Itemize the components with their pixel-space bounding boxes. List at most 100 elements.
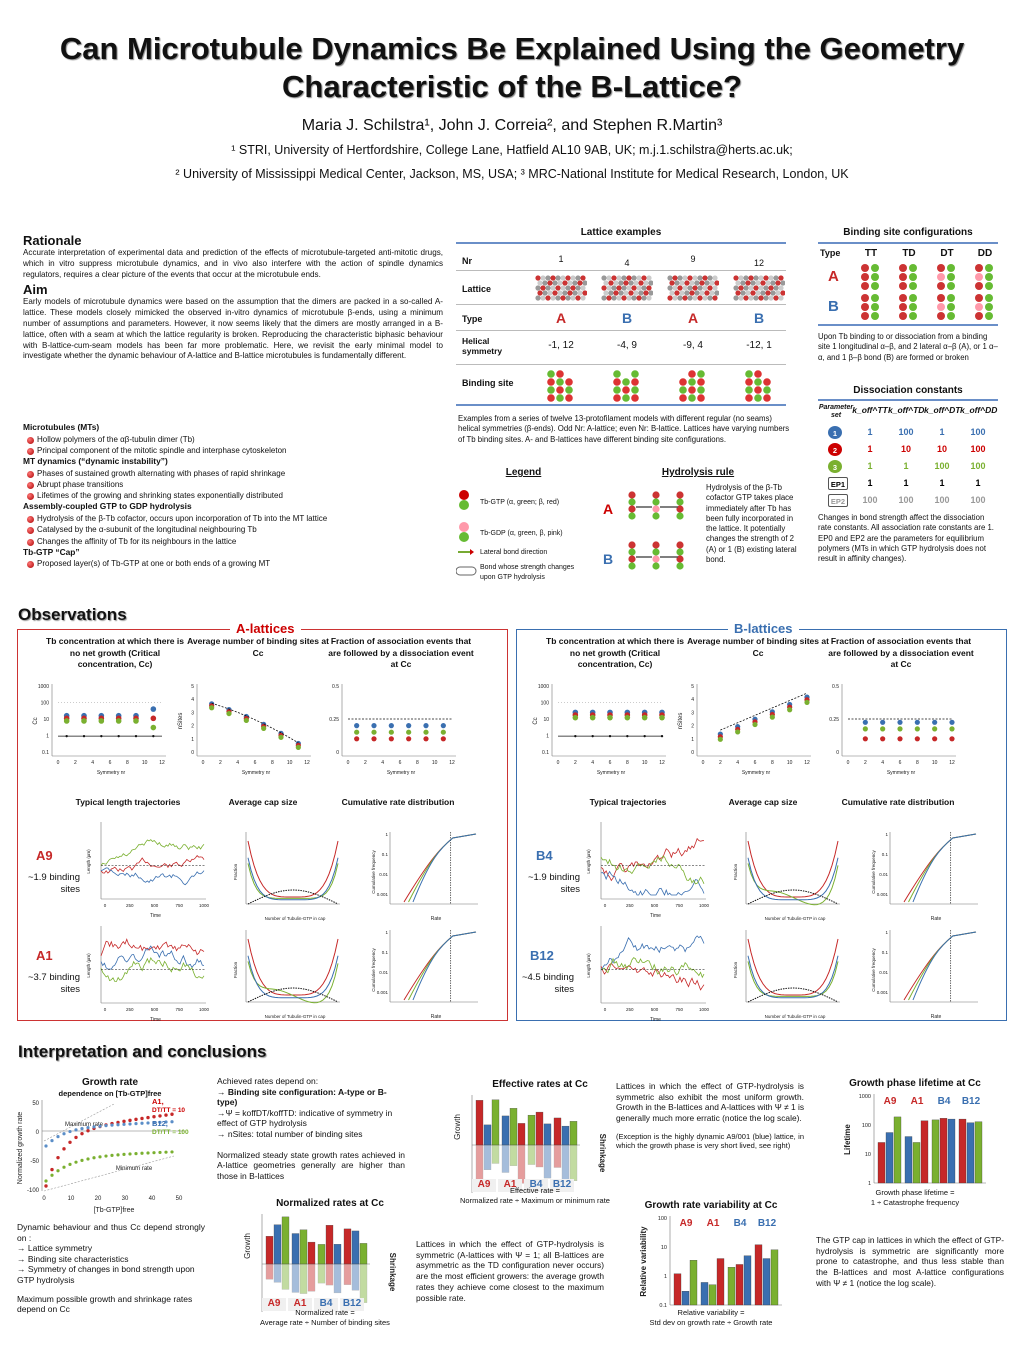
koff-value: 1: [867, 427, 873, 437]
y-axis-label: Normalized growth rate: [17, 1112, 24, 1184]
conclusion-text-2-para: Maximum possible growth and shrinkage ra…: [17, 1293, 193, 1315]
bar-mark: [966, 1122, 975, 1184]
conclusion-item: → Symmetry of changes in bond strength u…: [17, 1264, 195, 1285]
tick-label: 4: [91, 760, 94, 766]
authors: Maria J. Schilstra¹, John J. Correia², a…: [301, 117, 723, 134]
tick-label: 0.1: [659, 1303, 667, 1309]
observation-row2-title: Cumulative rate distribution: [841, 797, 955, 807]
koff-value: 1: [867, 461, 873, 471]
category-label: A9: [884, 1096, 897, 1107]
log-bar-chart: 0.1 1 10 100 Relative variability A9 A1 B4 B12: [639, 1216, 782, 1309]
koff-value: 100: [862, 495, 878, 505]
growth-legend-b12: B12,: [152, 1119, 168, 1128]
lattice-label: B4: [536, 848, 553, 863]
conclusion-intro: Achieved rates depend on:: [217, 1076, 319, 1086]
tick-label: 500: [151, 1007, 159, 1012]
y-axis-label: Fraction: [733, 863, 738, 880]
tick-label: 1000: [699, 1007, 710, 1012]
tick-label: 2: [191, 724, 194, 730]
symmetry-plot: 0 2 4 6 8 10 12 Symmetry nr 0.5 0 0.25: [829, 684, 956, 776]
trajectory-plot: Length (µm) Time 0 250 500 750 1000: [86, 822, 210, 919]
cumulative-plot: Cumulative frequency Rate 1 0.1 0.01 0.001: [871, 832, 978, 922]
hydrolysis-rule: Hydrolysis rule A B Hydrolysis of the β-…: [598, 467, 798, 587]
hydrolysis-diagram: [628, 491, 684, 570]
bar-mark: [947, 1118, 956, 1184]
x-axis-label: Symmetry nr: [742, 770, 771, 776]
y-axis-label: nSites: [678, 713, 684, 730]
rates-caption: Normalized rate = Average rate ÷ Number …: [260, 1308, 390, 1327]
x-axis-label: Number of Tubulin-GTP in cap: [765, 1014, 826, 1019]
config-image: [975, 264, 993, 290]
reference-label: 0.25: [829, 717, 839, 723]
tick-label: 0: [104, 903, 107, 908]
tick-label: 4: [881, 760, 884, 766]
bar-mark: [689, 1260, 698, 1306]
legend-item-2: Tb-GDP (α, green, β, pink): [480, 530, 563, 537]
background-heading: Tb-GTP “Cap”: [23, 546, 80, 557]
x-axis-label: Rate: [931, 916, 942, 922]
rates-bar-chart: Growth Shrinkage: [453, 1095, 607, 1193]
hydrolysis-text: Hydrolysis of the β-Tb cofactor GTP take…: [706, 483, 797, 565]
a-lattices-title: A-lattices: [230, 621, 301, 636]
legend-item-1: Tb-GTP (α, green; β, red): [480, 499, 560, 506]
tick-label: 12: [659, 760, 665, 766]
bar-mark: [770, 1249, 779, 1306]
tick-label: 0.001: [377, 892, 389, 897]
config-image: [899, 264, 917, 290]
tick-label: 1: [546, 734, 549, 740]
tick-label: 6: [109, 760, 112, 766]
tick-label: 0.01: [879, 970, 888, 975]
symmetry-plot: 0 2 4 6 8 10 12 Symmetry nr 1000 100 10 1 0.1 Cc: [533, 684, 666, 776]
tick-label: 0.5: [832, 684, 839, 690]
min-rate-label: Minimum rate: [116, 1166, 153, 1172]
bar-mark: [931, 1119, 940, 1184]
koff-header: k_off^DT: [924, 405, 961, 415]
x-axis-label: Time: [650, 1017, 661, 1023]
tick-label: 0.001: [877, 892, 889, 897]
lattice-nr: 4: [624, 258, 630, 268]
tick-label: 1000: [538, 684, 549, 690]
dissociation-caption: Changes in bond strength affect the diss…: [818, 513, 994, 564]
bar-group-label: A9: [262, 1298, 286, 1311]
koff-value: 100: [934, 495, 950, 505]
hydrolysis-title: Hydrolysis rule: [661, 467, 735, 478]
tick-label: 10: [142, 760, 148, 766]
y-axis-label: Relative variability: [639, 1226, 648, 1297]
binding-sites-label: ~3.7 binding sites: [27, 972, 80, 995]
tick-label: 10: [68, 1196, 75, 1202]
log-chart-title: Growth phase lifetime at Cc: [849, 1078, 981, 1089]
log-chart-title: Growth rate variability at Cc: [644, 1200, 778, 1211]
tick-label: 8: [271, 760, 274, 766]
tick-label: 5: [691, 684, 694, 690]
tick-label: 1000: [38, 684, 49, 690]
lattice-label: A9: [36, 848, 53, 863]
cumulative-plot: Cumulative frequency Rate 1 0.1 0.01 0.001: [371, 930, 478, 1020]
cumulative-plot: Cumulative frequency Rate 1 0.1 0.01 0.001: [871, 930, 978, 1020]
koff-value: 100: [898, 427, 914, 437]
x-axis-label: Rate: [931, 1014, 942, 1020]
bar-group-label: B12: [550, 1179, 574, 1192]
tick-label: 1: [385, 832, 388, 837]
y-axis-label: Fraction: [233, 863, 238, 880]
x-axis-label: Symmetry nr: [597, 770, 626, 776]
param-set-label: EP1: [828, 477, 848, 490]
tick-label: 40: [149, 1196, 156, 1202]
observation-row2-title: Typical length trajectories: [75, 797, 181, 807]
tick-label: 0: [604, 903, 607, 908]
tick-label: 8: [126, 760, 129, 766]
tick-label: 0: [104, 1007, 107, 1012]
tick-label: 0: [42, 1196, 46, 1202]
koff-value: 100: [898, 495, 914, 505]
tick-label: 1000: [199, 903, 210, 908]
tick-label: 0: [557, 760, 560, 766]
tick-label: 0: [347, 760, 350, 766]
tick-label: 8: [626, 760, 629, 766]
tick-label: 0: [836, 750, 839, 756]
bar-mark: [743, 1255, 752, 1306]
symmetry-plot: 0 2 4 6 8 10 12 Symmetry nr 0.5 0 0.25: [329, 684, 456, 776]
y-axis-label: Length (µm): [586, 953, 591, 978]
category-label: B12: [962, 1096, 981, 1107]
tick-label: 500: [651, 1007, 659, 1012]
row-label-lattice: Lattice: [462, 284, 492, 294]
x-axis-label: Time: [150, 913, 161, 919]
